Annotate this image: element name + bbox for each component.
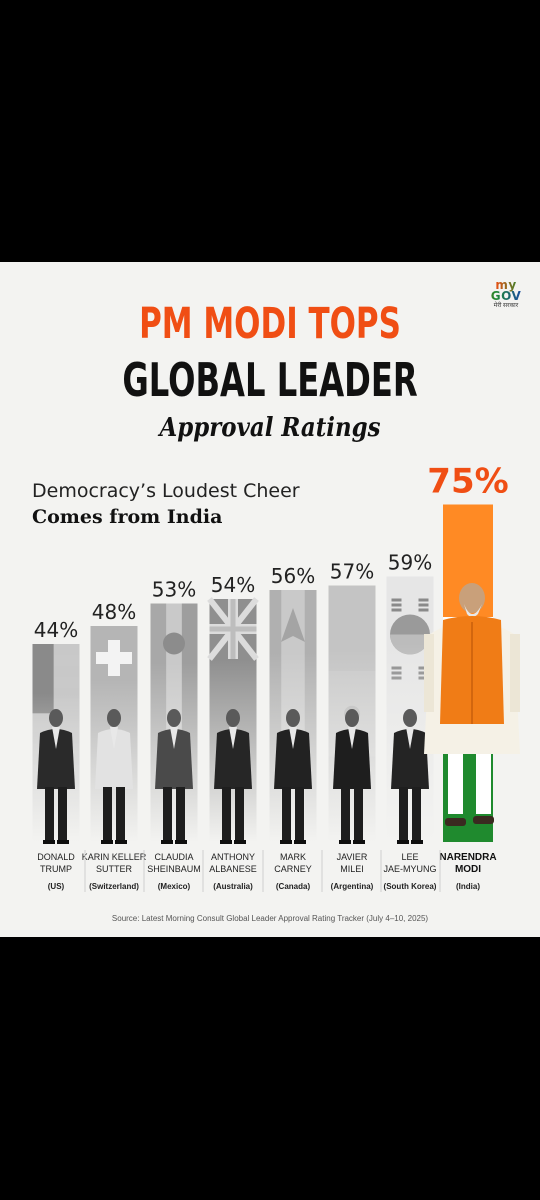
leader-photo-leg <box>399 787 408 843</box>
leader-photo-torso <box>333 729 371 789</box>
leader-photo <box>214 709 252 844</box>
value-label: 53% <box>152 578 196 602</box>
bar-group: 57% JAVIER MILEI (Argentina) <box>328 560 376 891</box>
leader-country: (Australia) <box>213 882 253 891</box>
leader-photo <box>155 709 193 844</box>
leader-photo-head <box>403 709 417 727</box>
leader-name: ALBANESE <box>209 864 257 874</box>
leader-photo-leg <box>354 787 363 843</box>
leader-country: (Argentina) <box>331 882 374 891</box>
leader-photo <box>37 709 75 844</box>
value-label: 48% <box>92 600 136 624</box>
logo-text: my GOV <box>490 278 522 303</box>
leader-photo-torso <box>37 729 75 789</box>
leader-name: JAE-MYUNG <box>383 864 436 874</box>
leader-photo <box>391 709 429 844</box>
headline-line-1: PM MODI TOPS <box>139 299 401 349</box>
subheading-line-1: Democracy’s Loudest Cheer <box>32 480 300 502</box>
leader-name-highlight: NARENDRA <box>439 852 496 863</box>
bar-group: 56% MARK CARNEY (Canada) <box>269 564 317 891</box>
leader-photo-leg <box>163 787 172 843</box>
leader-photo-leg <box>222 787 231 843</box>
leader-name: CARNEY <box>274 864 312 874</box>
leader-photo-leg <box>45 787 54 843</box>
leader-photo-leg <box>341 787 350 843</box>
logo-wordmark: my GOV <box>484 278 528 303</box>
leader-photo-highlight <box>424 583 520 826</box>
value-label: 44% <box>34 618 78 642</box>
leader-photo-head <box>49 709 63 727</box>
leader-photo <box>274 709 312 844</box>
leader-photo-leg <box>58 787 67 843</box>
value-label: 56% <box>271 564 315 588</box>
leader-photo-leg <box>103 787 112 843</box>
leader-photo-torso <box>214 729 252 789</box>
leader-photo-torso <box>95 729 133 789</box>
leader-name: MARK <box>280 852 306 862</box>
leader-photo-head <box>459 583 485 613</box>
leader-photo-leg <box>176 787 185 843</box>
leader-photo <box>95 709 133 844</box>
leader-name: DONALD <box>37 852 75 862</box>
leader-photo-leg <box>282 787 291 843</box>
leader-name: SHEINBAUM <box>147 864 201 874</box>
leader-country: (Mexico) <box>158 882 191 891</box>
leader-name: KARIN KELLER <box>82 852 147 862</box>
leader-photo-head <box>286 709 300 727</box>
mygov-logo: my GOV मेरी सरकार <box>484 278 528 310</box>
value-label: 54% <box>211 573 255 597</box>
logo-tagline: मेरी सरकार <box>493 303 519 309</box>
leader-photo-leg <box>235 787 244 843</box>
leader-photo-head <box>167 709 181 727</box>
leader-name: ANTHONY <box>211 852 255 862</box>
bar-group: 53% CLAUDIA SHEINBAUM (Mexico) <box>147 578 201 892</box>
value-label: 57% <box>330 560 374 584</box>
headline-line-3: Approval Ratings <box>159 413 381 443</box>
leader-photo-leg <box>448 754 463 814</box>
value-label-highlight: 75% <box>427 462 508 502</box>
leader-name: SUTTER <box>96 864 133 874</box>
leader-country: (Switzerland) <box>89 882 139 891</box>
leader-country: (India) <box>456 882 480 891</box>
leader-country: (US) <box>48 882 65 891</box>
leader-name-highlight: MODI <box>455 864 481 875</box>
subheading-line-2: Comes from India <box>32 506 223 528</box>
leader-country: (Canada) <box>276 882 311 891</box>
source-note: Source: Latest Morning Consult Global Le… <box>111 914 429 923</box>
leader-name: LEE <box>401 852 418 862</box>
leader-country: (South Korea) <box>384 882 437 891</box>
value-label: 59% <box>388 551 432 575</box>
leader-photo-torso <box>155 729 193 789</box>
leader-photo-leg <box>295 787 304 843</box>
leader-photo-leg <box>116 787 125 843</box>
infographic-card: my GOV मेरी सरकार PM MODI TOPS GLOBAL LE… <box>0 262 540 937</box>
leader-photo-head <box>107 709 121 727</box>
leader-photo-head <box>226 709 240 727</box>
approval-bar-chart: 44% DONALD TRUMP (US) 48% KARIN KELLER SUTTER (… <box>32 462 520 892</box>
leader-photo-head <box>345 709 359 727</box>
bar-group: 54% ANTHONY ALBANESE (Australia) <box>207 573 259 891</box>
leader-name: CLAUDIA <box>154 852 193 862</box>
leader-name: MILEI <box>340 864 364 874</box>
headline-line-2: GLOBAL LEADER <box>122 353 418 407</box>
leader-photo-torso <box>274 729 312 789</box>
bar-group: 48% KARIN KELLER SUTTER (Switzerland) <box>82 600 147 891</box>
bar-group: 44% DONALD TRUMP (US) <box>32 618 80 891</box>
leader-photo <box>333 709 371 844</box>
leader-name: TRUMP <box>40 864 72 874</box>
leader-photo-leg <box>476 754 491 814</box>
leader-photo-leg <box>412 787 421 843</box>
leader-name: JAVIER <box>337 852 368 862</box>
leader-photo-torso <box>391 729 429 789</box>
